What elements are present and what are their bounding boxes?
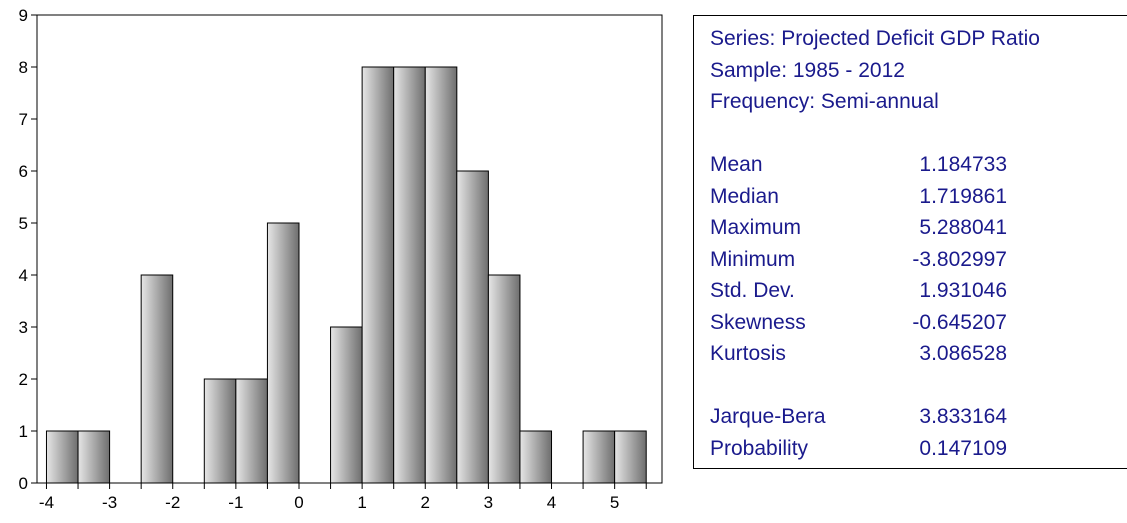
y-tick-label: 3 <box>19 318 28 337</box>
y-tick-label: 0 <box>19 474 28 493</box>
histogram-bar-10 <box>361 66 395 484</box>
y-tick-label: 6 <box>19 162 28 181</box>
histogram-bar-0 <box>45 430 79 484</box>
histogram-bar-15 <box>519 430 553 484</box>
y-tick-label: 1 <box>19 422 28 441</box>
stat-value: 5.288041 <box>919 216 1007 239</box>
stat-row-mean: Mean 1.184733 <box>710 149 1127 181</box>
x-tick-label: 4 <box>547 493 556 512</box>
x-tick-label: 5 <box>610 493 619 512</box>
stat-label: Jarque-Bera <box>710 405 826 428</box>
histogram-bar-1 <box>77 430 111 484</box>
stat-row-minimum: Minimum -3.802997 <box>710 244 1127 276</box>
y-tick-label: 9 <box>19 6 28 25</box>
histogram-bar-14 <box>487 274 521 484</box>
x-tick-label: 1 <box>357 493 366 512</box>
y-tick-label: 7 <box>19 110 28 129</box>
histogram-bar-13 <box>456 170 489 484</box>
stat-label: Kurtosis <box>710 342 786 365</box>
histogram-bar-18 <box>614 430 647 484</box>
stat-label: Median <box>710 184 779 208</box>
stat-value: 0.147109 <box>919 436 1007 460</box>
spacer <box>710 118 1127 150</box>
y-tick-label: 4 <box>19 266 28 285</box>
spacer <box>710 370 1127 402</box>
stat-row-probability: Probability 0.147109 <box>710 433 1127 465</box>
y-tick-label: 2 <box>19 370 28 389</box>
stat-value: 3.833164 <box>919 405 1007 428</box>
histogram-bar-9 <box>330 326 363 484</box>
series-line: Series: Projected Deficit GDP Ratio <box>710 27 1040 50</box>
histogram-chart: 0 1 2 3 4 5 6 7 8 9 -4 -3 -2 -1 0 1 2 3 4 5 <box>19 6 663 512</box>
stat-row-median: Median 1.719861 <box>710 181 1127 213</box>
x-axis: -4 -3 -2 -1 0 1 2 3 4 5 <box>39 483 647 512</box>
x-tick-label: -3 <box>102 493 117 512</box>
stats-list: Mean 1.184733 Median 1.719861 Maximum 5.28804… <box>710 149 1127 370</box>
sample-line: Sample: 1985 - 2012 <box>710 58 905 82</box>
stat-value: 1.931046 <box>919 279 1007 302</box>
histogram-bar-5 <box>203 378 237 484</box>
stats-panel: Series: Projected Deficit GDP Ratio Samp… <box>693 15 1127 469</box>
histogram-bar-17 <box>582 430 616 484</box>
x-tick-label: 0 <box>294 493 303 512</box>
y-axis: 0 1 2 3 4 5 6 7 8 9 <box>19 6 37 493</box>
y-tick-label: 8 <box>19 58 28 77</box>
stat-label: Minimum <box>710 247 796 271</box>
stat-value: -3.802997 <box>912 247 1007 271</box>
stat-row-kurtosis: Kurtosis 3.086528 <box>710 338 1127 370</box>
histogram-bar-3 <box>140 274 174 484</box>
stat-row-jarque-bera: Jarque-Bera 3.833164 <box>710 401 1127 433</box>
stat-row-skewness: Skewness -0.645207 <box>710 307 1127 339</box>
histogram-bar-12 <box>424 66 458 484</box>
histogram-bar-7 <box>266 222 300 484</box>
y-tick-label: 5 <box>19 214 28 233</box>
x-tick-label: 2 <box>421 493 430 512</box>
stat-label: Std. Dev. <box>710 279 795 302</box>
stat-label: Skewness <box>710 310 806 334</box>
stat-value: 3.086528 <box>919 342 1007 365</box>
stat-value: 1.184733 <box>919 153 1007 176</box>
stat-value: 1.719861 <box>919 184 1007 208</box>
bars-layer <box>45 66 647 484</box>
x-tick-label: 3 <box>484 493 493 512</box>
histogram-bar-6 <box>235 378 268 484</box>
x-tick-label: -2 <box>165 493 180 512</box>
x-tick-label: -4 <box>39 493 54 512</box>
frequency-line: Frequency: Semi-annual <box>710 90 939 113</box>
stat-label: Mean <box>710 153 763 176</box>
stat-row-maximum: Maximum 5.288041 <box>710 212 1127 244</box>
stat-row-std-dev: Std. Dev. 1.931046 <box>710 275 1127 307</box>
stat-value: -0.645207 <box>912 310 1007 334</box>
histogram-bar-11 <box>393 66 426 484</box>
stat-label: Probability <box>710 436 809 460</box>
x-tick-label: -1 <box>228 493 243 512</box>
stat-label: Maximum <box>710 216 802 239</box>
tests-list: Jarque-Bera 3.833164 Probability 0.147109 <box>710 401 1127 464</box>
